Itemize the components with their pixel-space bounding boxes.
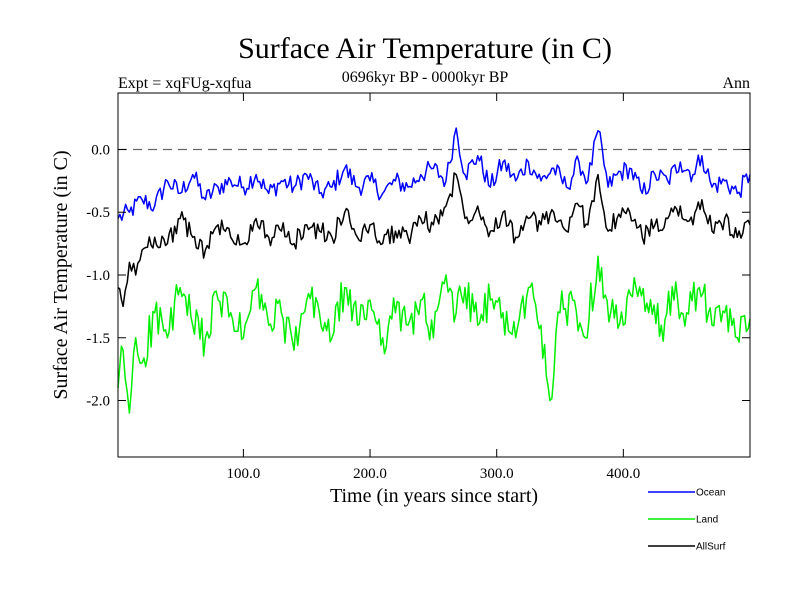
x-tick-label: 300.0 <box>480 466 514 482</box>
plot-frame <box>117 92 751 458</box>
x-axis-label: Time (in years since start) <box>330 485 538 507</box>
x-tick-label: 100.0 <box>227 466 261 482</box>
series-line-land <box>117 255 751 414</box>
legend-label-land: Land <box>696 515 718 526</box>
chart-title: Surface Air Temperature (in C) <box>238 32 612 65</box>
legend-label-allsurf: AllSurf <box>696 542 726 553</box>
x-tick-label: 400.0 <box>606 466 640 482</box>
season-label: Ann <box>722 75 750 92</box>
period-label: 0696kyr BP - 0000kyr BP <box>342 69 509 86</box>
y-tick-label: -0.5 <box>86 205 110 221</box>
legend-label-ocean: Ocean <box>696 488 725 499</box>
x-tick-label: 200.0 <box>353 466 387 482</box>
y-tick-label: -1.0 <box>86 268 110 284</box>
y-tick-label: 0.0 <box>91 142 110 158</box>
y-tick-label: -1.5 <box>86 331 110 347</box>
y-tick-label: -2.0 <box>86 394 110 410</box>
experiment-label: Expt = xqFUg-xqfua <box>118 75 251 92</box>
y-axis-label: Surface Air Temperature (in C) <box>50 150 72 399</box>
series-line-allsurf <box>117 172 751 308</box>
series-line-ocean <box>117 127 751 222</box>
